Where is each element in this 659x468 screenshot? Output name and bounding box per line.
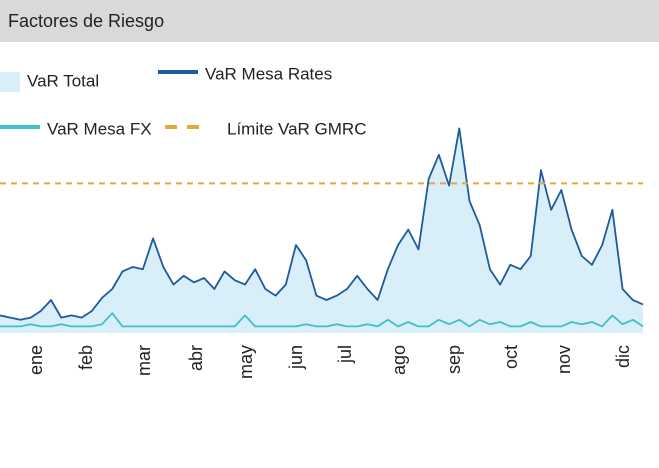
legend-label: VaR Total — [27, 71, 99, 90]
x-tick-label: mar — [134, 345, 154, 376]
x-tick-label: abr — [186, 345, 206, 371]
header-bar — [0, 0, 659, 42]
x-tick-label: oct — [501, 345, 521, 369]
legend-label: Límite VaR GMRC — [227, 119, 367, 138]
x-tick-label: dic — [613, 345, 633, 368]
x-tick-label: jun — [286, 345, 306, 370]
line — [0, 127, 644, 321]
x-tick-label: may — [236, 345, 256, 379]
area — [0, 128, 643, 333]
x-tick-label: nov — [554, 345, 574, 374]
legend-label: VaR Mesa Rates — [205, 64, 332, 83]
x-tick-label: ene — [26, 345, 46, 375]
x-tick-label: sep — [444, 345, 464, 374]
line — [0, 312, 644, 328]
x-tick-label: feb — [76, 345, 96, 370]
x-tick-label: jul — [335, 345, 355, 364]
legend-label: VaR Mesa FX — [47, 119, 152, 138]
chart-title: Factores de Riesgo — [8, 11, 164, 31]
x-tick-label: ago — [389, 345, 409, 375]
legend-swatch — [0, 72, 20, 92]
